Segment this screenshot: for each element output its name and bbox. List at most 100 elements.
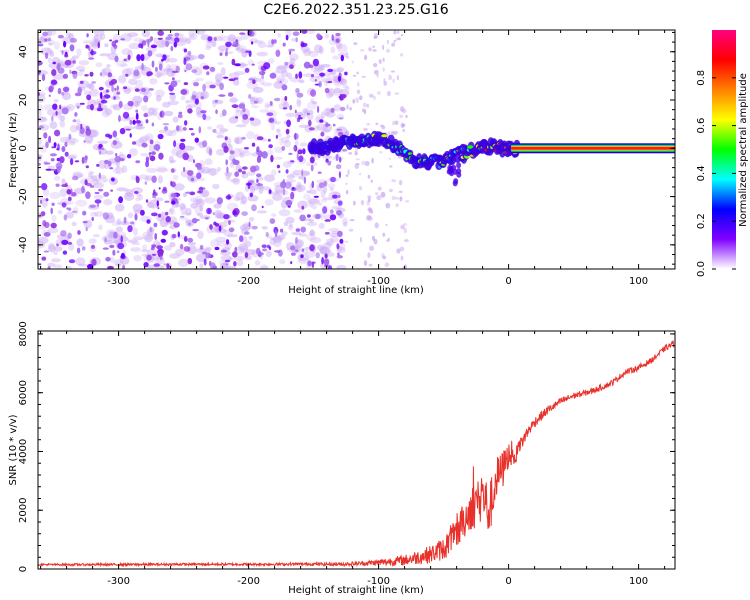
noise-speckle bbox=[72, 119, 77, 123]
noise-blob bbox=[215, 73, 223, 82]
noise-speckle bbox=[337, 200, 343, 206]
snr-y-tick-label: 2000 bbox=[18, 498, 29, 523]
noise-speckle bbox=[209, 66, 216, 72]
noise-speckle bbox=[386, 239, 389, 243]
noise-speckle bbox=[373, 63, 378, 68]
noise-speckle bbox=[192, 95, 196, 99]
noise-speckle bbox=[226, 239, 230, 245]
noise-speckle bbox=[51, 168, 57, 171]
noise-speckle bbox=[135, 109, 138, 113]
noise-blob bbox=[48, 62, 59, 69]
noise-speckle bbox=[295, 228, 301, 232]
noise-speckle bbox=[72, 71, 78, 79]
noise-blob bbox=[93, 194, 104, 199]
noise-speckle bbox=[296, 152, 299, 161]
noise-blob bbox=[46, 109, 59, 116]
noise-speckle bbox=[394, 120, 399, 125]
spectrogram-x-tick-label: -300 bbox=[107, 276, 130, 287]
noise-speckle bbox=[301, 30, 308, 34]
noise-blob bbox=[270, 122, 275, 131]
noise-blob bbox=[51, 214, 57, 222]
noise-blob bbox=[83, 90, 92, 96]
noise-speckle bbox=[251, 142, 256, 147]
noise-blob bbox=[220, 254, 232, 262]
noise-blob bbox=[212, 183, 220, 190]
noise-speckle bbox=[55, 111, 58, 116]
noise-speckle bbox=[120, 235, 123, 243]
noise-blob bbox=[241, 173, 249, 179]
noise-speckle bbox=[324, 253, 328, 259]
noise-blob bbox=[207, 126, 213, 130]
noise-speckle bbox=[191, 217, 198, 224]
noise-blob bbox=[195, 106, 202, 116]
noise-speckle bbox=[279, 80, 282, 83]
noise-speckle bbox=[206, 207, 212, 215]
noise-blob bbox=[132, 227, 138, 236]
noise-speckle bbox=[275, 134, 278, 139]
noise-blob bbox=[114, 203, 125, 212]
noise-speckle bbox=[391, 42, 395, 47]
noise-blob bbox=[193, 199, 202, 205]
noise-blob bbox=[310, 67, 318, 72]
noise-blob bbox=[219, 128, 229, 133]
noise-speckle bbox=[242, 114, 249, 120]
noise-blob bbox=[101, 108, 110, 118]
noise-speckle bbox=[367, 252, 371, 259]
noise-speckle bbox=[372, 45, 375, 48]
noise-blob bbox=[235, 124, 247, 128]
noise-blob bbox=[115, 226, 123, 233]
noise-speckle bbox=[89, 71, 94, 77]
noise-speckle bbox=[74, 112, 78, 117]
noise-blob bbox=[119, 117, 132, 122]
noise-blob bbox=[293, 209, 303, 213]
noise-blob bbox=[187, 103, 197, 108]
noise-blob bbox=[71, 55, 79, 60]
noise-speckle bbox=[200, 110, 207, 114]
noise-speckle bbox=[147, 39, 150, 48]
noise-speckle bbox=[324, 87, 330, 94]
noise-speckle bbox=[119, 127, 126, 135]
noise-speckle bbox=[209, 224, 213, 230]
noise-speckle bbox=[109, 39, 113, 42]
noise-speckle bbox=[86, 94, 92, 101]
noise-blob bbox=[246, 240, 252, 247]
noise-blob bbox=[53, 251, 58, 256]
noise-speckle bbox=[87, 263, 94, 269]
noise-blob bbox=[53, 175, 61, 181]
noise-blob bbox=[213, 203, 222, 209]
noise-blob bbox=[182, 145, 195, 151]
noise-blob bbox=[336, 264, 347, 269]
noise-blob bbox=[322, 155, 333, 160]
noise-speckle bbox=[290, 261, 293, 265]
noise-blob bbox=[97, 140, 109, 144]
noise-speckle bbox=[183, 82, 189, 86]
noise-blob bbox=[52, 73, 65, 80]
noise-speckle bbox=[330, 107, 335, 113]
noise-speckle bbox=[214, 246, 220, 251]
noise-blob bbox=[38, 91, 46, 97]
noise-speckle bbox=[187, 108, 193, 114]
noise-blob bbox=[68, 141, 76, 146]
noise-blob bbox=[135, 79, 144, 89]
noise-blob bbox=[172, 116, 179, 123]
noise-speckle bbox=[359, 49, 365, 52]
noise-speckle bbox=[232, 158, 237, 164]
noise-blob bbox=[116, 218, 122, 226]
noise-speckle bbox=[226, 166, 229, 173]
noise-speckle bbox=[165, 211, 169, 216]
noise-blob bbox=[280, 70, 289, 78]
noise-speckle bbox=[151, 175, 157, 183]
noise-speckle bbox=[393, 39, 396, 43]
noise-speckle bbox=[202, 113, 207, 121]
noise-blob bbox=[336, 67, 345, 73]
noise-speckle bbox=[44, 52, 49, 59]
noise-speckle bbox=[213, 221, 217, 226]
noise-speckle bbox=[45, 168, 53, 171]
noise-blob bbox=[326, 238, 335, 243]
noise-speckle bbox=[76, 105, 80, 109]
noise-speckle bbox=[171, 233, 177, 239]
noise-speckle bbox=[183, 48, 188, 53]
noise-blob bbox=[53, 246, 63, 252]
noise-blob bbox=[159, 211, 167, 220]
noise-speckle bbox=[335, 154, 339, 162]
